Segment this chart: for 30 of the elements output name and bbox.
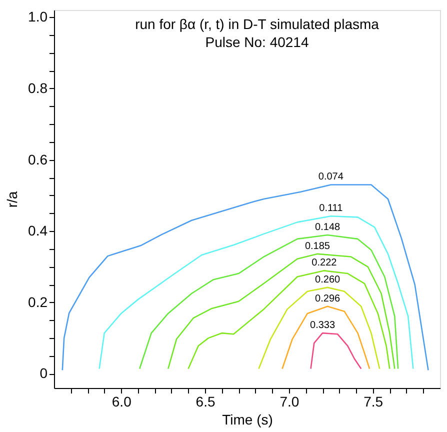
x-tick-label: 7.5 bbox=[364, 394, 384, 410]
line-series bbox=[167, 253, 396, 370]
series-label: 0.222 bbox=[312, 258, 338, 269]
series-label: 0.260 bbox=[315, 274, 341, 286]
x-axis-title: Time (s) bbox=[222, 412, 273, 428]
x-tick-label: 6.0 bbox=[112, 394, 132, 410]
series-label: 0.185 bbox=[304, 240, 330, 252]
line-series bbox=[98, 215, 414, 370]
line-series bbox=[310, 332, 362, 370]
line-series bbox=[258, 286, 380, 370]
y-tick-label: 0.2 bbox=[28, 294, 48, 310]
x-tick-label: 7.0 bbox=[280, 394, 300, 410]
series-label: 0.111 bbox=[319, 203, 344, 214]
line-series bbox=[188, 270, 390, 370]
line-series bbox=[138, 234, 399, 370]
y-tick-label: 1.0 bbox=[28, 8, 48, 25]
series-label: 0.148 bbox=[315, 222, 341, 234]
y-axis-title: r/a bbox=[4, 191, 20, 208]
series-label: 0.333 bbox=[310, 320, 336, 332]
y-tick-label: 0.4 bbox=[28, 222, 48, 239]
x-tick-label: 6.5 bbox=[196, 394, 216, 410]
y-tick-label: 0.8 bbox=[28, 80, 48, 96]
line-series bbox=[282, 306, 370, 370]
series-label: 0.074 bbox=[318, 172, 344, 183]
line-series bbox=[62, 184, 429, 371]
chart-title: run for βα (r, t) in D-T simulated plasma bbox=[135, 16, 380, 32]
text: Pulse No: 40214 bbox=[205, 34, 309, 50]
series-label: 0.296 bbox=[315, 293, 341, 304]
y-tick-label: 0 bbox=[40, 365, 48, 382]
y-tick-label: 0.6 bbox=[28, 151, 48, 168]
